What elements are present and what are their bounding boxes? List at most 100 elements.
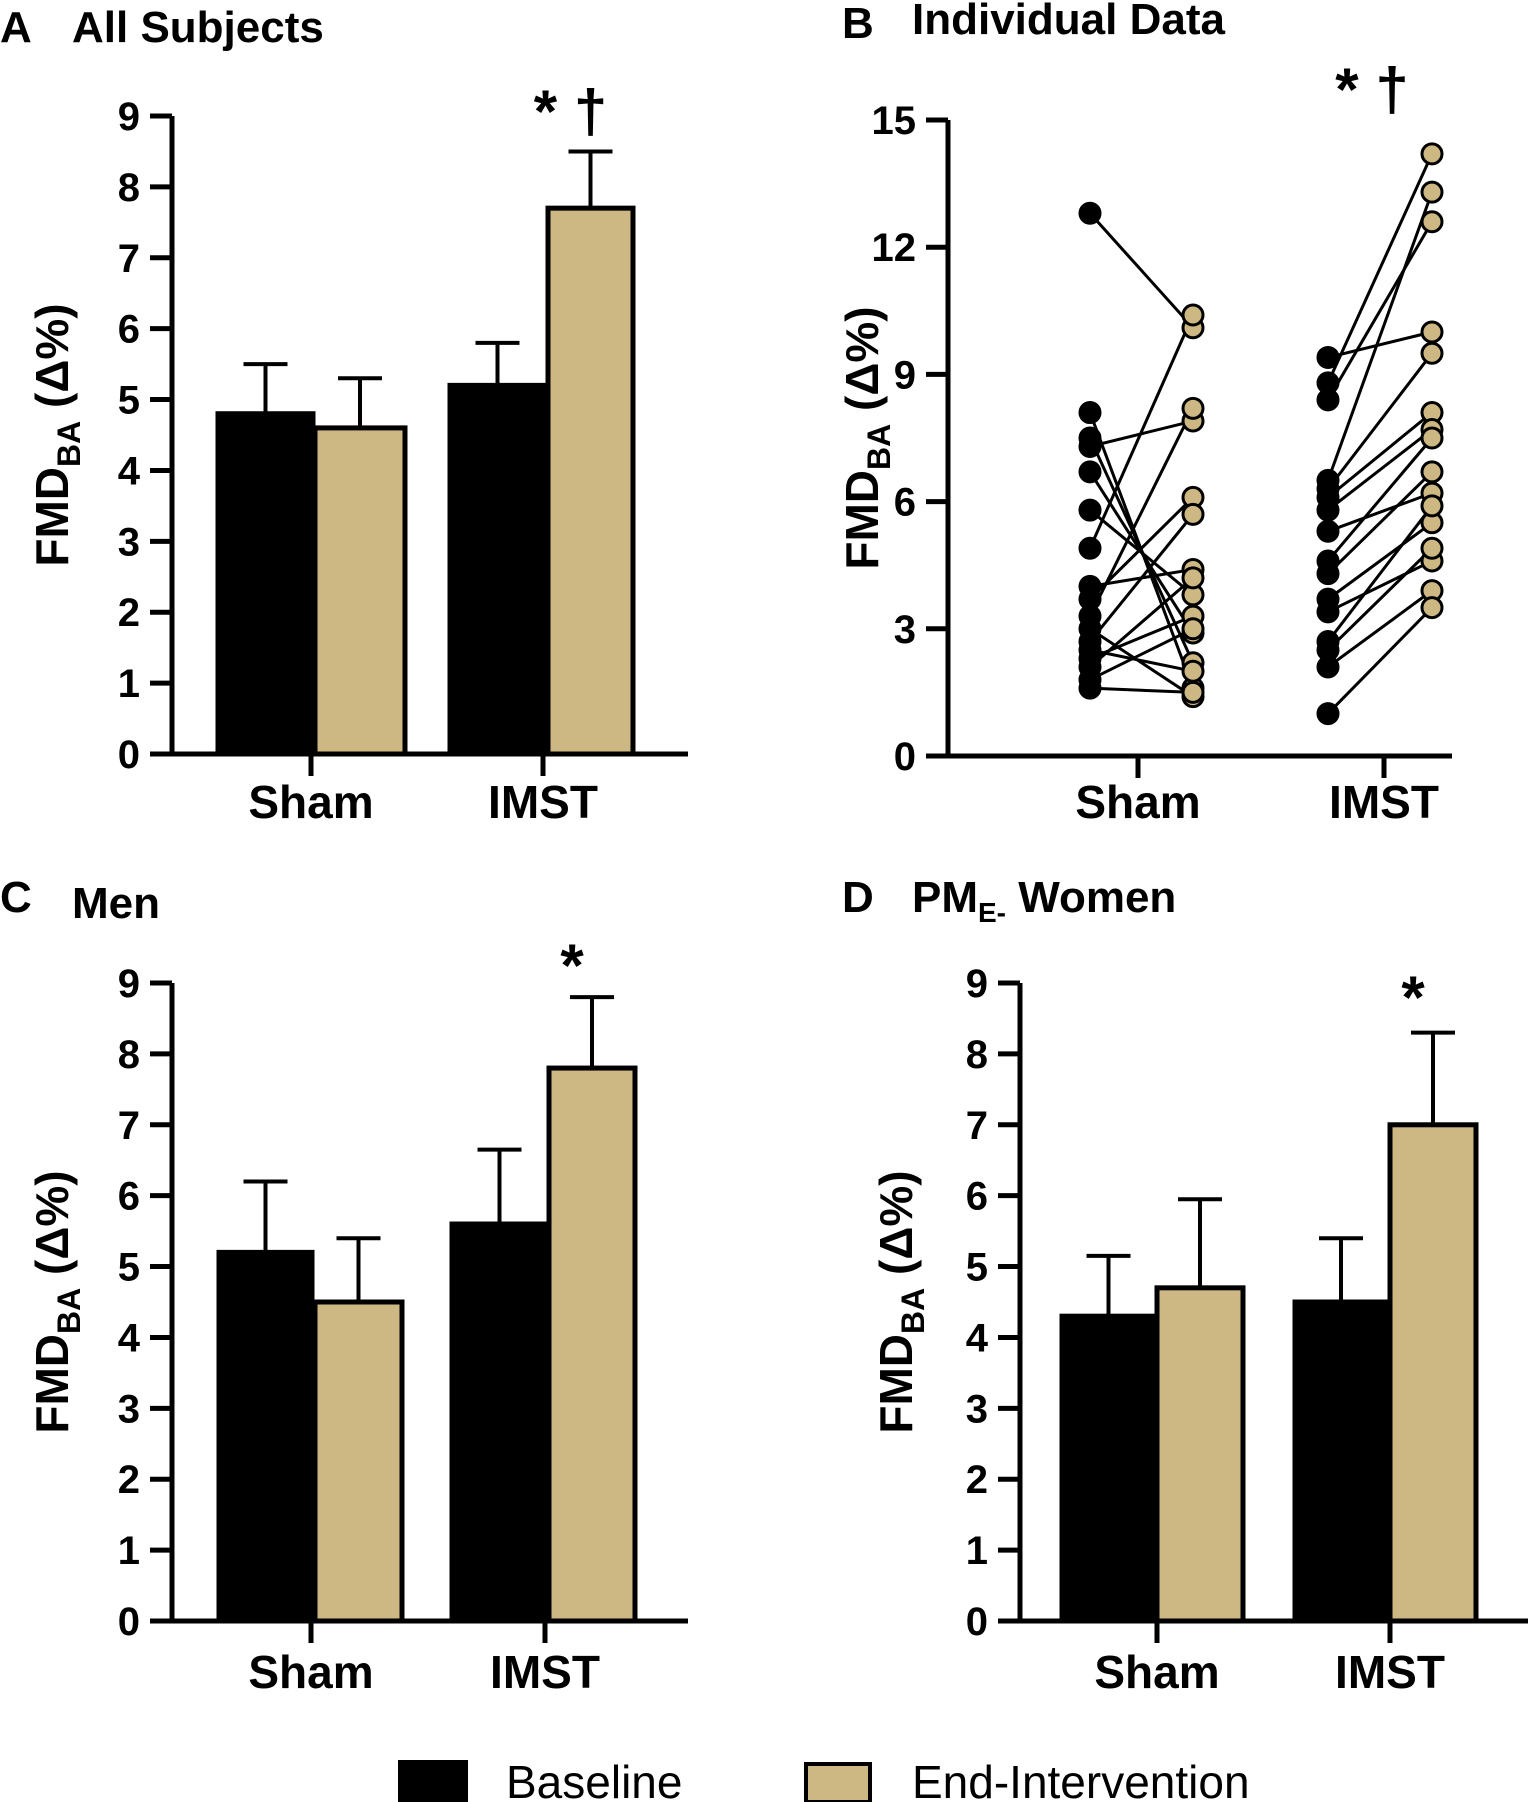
- bar-baseline-imst: [1292, 1299, 1390, 1624]
- y-tick-label: 5: [118, 379, 140, 423]
- y-tick-label: 1: [118, 1529, 140, 1573]
- y-tick-label: 5: [966, 1246, 988, 1290]
- panel-d: D PME- Women FMDBA (Δ%) 0 1 2 3 4 5 6 7 8 9 Sham IMST *: [842, 873, 1528, 1698]
- point-baseline: [1078, 434, 1102, 458]
- point-baseline: [1316, 498, 1340, 522]
- point-baseline: [1316, 562, 1340, 586]
- x-tick-label: Sham: [248, 1646, 373, 1698]
- panel-letter: D: [842, 873, 874, 922]
- panel-b: B Individual Data FMDBA (Δ%) 0 3 6 9 12 15 Sham IM…: [836, 0, 1452, 828]
- bar-baseline-sham: [1059, 1313, 1158, 1624]
- point-end-intervention: [1420, 142, 1444, 166]
- legend-swatch-end-intervention: [804, 1762, 872, 1802]
- x-tick-label: Sham: [1075, 776, 1200, 828]
- pair-line: [1326, 504, 1434, 643]
- point-baseline: [1316, 519, 1340, 543]
- bar-end-intervention-imst: [545, 205, 636, 757]
- legend: Baseline End-Intervention: [398, 1756, 1250, 1802]
- y-tick-label: 7: [966, 1104, 988, 1148]
- point-baseline: [1316, 702, 1340, 726]
- legend-label-end-intervention: End-Intervention: [912, 1756, 1250, 1802]
- pair-line: [1327, 428, 1433, 512]
- y-tick-label: 7: [118, 1104, 140, 1148]
- point-end-intervention: [1420, 460, 1444, 484]
- point-end-intervention: [1420, 426, 1444, 450]
- bar-end-intervention-sham: [1154, 1285, 1246, 1624]
- point-end-intervention: [1420, 210, 1444, 234]
- y-tick-label: 7: [118, 237, 140, 281]
- y-tick-label: 0: [894, 735, 916, 779]
- pair-line: [1327, 589, 1433, 669]
- y-tick-label: 6: [118, 1175, 140, 1219]
- y-tick-label: 8: [118, 1033, 140, 1077]
- point-end-intervention: [1420, 494, 1444, 518]
- pair-line: [1326, 153, 1434, 384]
- point-end-intervention: [1420, 320, 1444, 344]
- y-tick-label: 0: [966, 1600, 988, 1644]
- panel-a: A All Subjects FMDBA (Δ%) 0 1 2 3 4 5 6 7 8 9 Sham IMS…: [0, 3, 688, 828]
- point-baseline: [1316, 655, 1340, 679]
- point-end-intervention: [1181, 502, 1205, 526]
- y-tick-label: 2: [118, 591, 140, 635]
- significance-marker: * †: [1335, 56, 1408, 123]
- bar-baseline-sham: [215, 411, 316, 757]
- y-tick-label: 1: [966, 1529, 988, 1573]
- pair-line: [1327, 491, 1433, 533]
- legend-swatch-baseline: [398, 1760, 468, 1802]
- y-tick-label: 9: [118, 95, 140, 139]
- y-tick-label: 3: [894, 608, 916, 652]
- y-axis-label: FMDBA (Δ%): [836, 306, 897, 569]
- bar-end-intervention-imst: [546, 1065, 638, 1624]
- bar-baseline-sham: [216, 1249, 315, 1624]
- pair-line: [1326, 352, 1434, 490]
- point-baseline: [1316, 388, 1340, 412]
- bar-end-intervention-imst: [1387, 1122, 1479, 1624]
- x-tick-label: Sham: [1094, 1646, 1219, 1698]
- pair-line: [1089, 627, 1194, 698]
- y-tick-label: 4: [966, 1316, 989, 1360]
- point-end-intervention: [1420, 596, 1444, 620]
- panel-title: All Subjects: [72, 3, 324, 52]
- pair-line: [1326, 221, 1434, 401]
- pair-line: [1088, 513, 1195, 643]
- pair-line: [1327, 559, 1433, 614]
- pair-line: [1089, 576, 1194, 669]
- y-tick-label: 4: [118, 449, 141, 493]
- y-tick-label: 9: [118, 962, 140, 1006]
- x-tick-label: IMST: [1335, 1646, 1445, 1698]
- point-baseline: [1078, 498, 1102, 522]
- y-axis-label: FMDBA (Δ%): [26, 1170, 87, 1433]
- point-end-intervention: [1181, 617, 1205, 641]
- y-tick-label: 4: [118, 1316, 141, 1360]
- legend-label-baseline: Baseline: [506, 1756, 682, 1802]
- y-tick-label: 6: [966, 1175, 988, 1219]
- point-end-intervention: [1420, 536, 1444, 560]
- x-tick-label: Sham: [248, 776, 373, 828]
- panel-letter: C: [0, 873, 32, 922]
- pair-line: [1089, 627, 1194, 682]
- y-axis-label: FMDBA (Δ%): [870, 1170, 931, 1433]
- y-tick-label: 8: [118, 166, 140, 210]
- pair-line: [1326, 547, 1434, 652]
- panel-title: PME- Women: [912, 873, 1176, 928]
- x-tick-label: IMST: [488, 776, 598, 828]
- y-tick-label: 3: [118, 520, 140, 564]
- pair-line: [1327, 521, 1433, 601]
- y-tick-label: 6: [118, 308, 140, 352]
- significance-marker: *: [1401, 964, 1425, 1031]
- y-tick-label: 12: [872, 226, 917, 270]
- point-end-intervention: [1181, 303, 1205, 327]
- pair-line: [1088, 314, 1195, 549]
- panel-title: Men: [72, 879, 160, 928]
- pair-line: [1326, 606, 1434, 715]
- point-baseline: [1078, 460, 1102, 484]
- y-tick-label: 2: [118, 1458, 140, 1502]
- point-end-intervention: [1181, 680, 1205, 704]
- pair-line: [1089, 686, 1194, 694]
- y-tick-label: 5: [118, 1246, 140, 1290]
- pair-line: [1326, 437, 1434, 562]
- pair-line: [1326, 470, 1434, 575]
- pair-line: [1326, 191, 1434, 481]
- y-tick-label: 9: [966, 962, 988, 1006]
